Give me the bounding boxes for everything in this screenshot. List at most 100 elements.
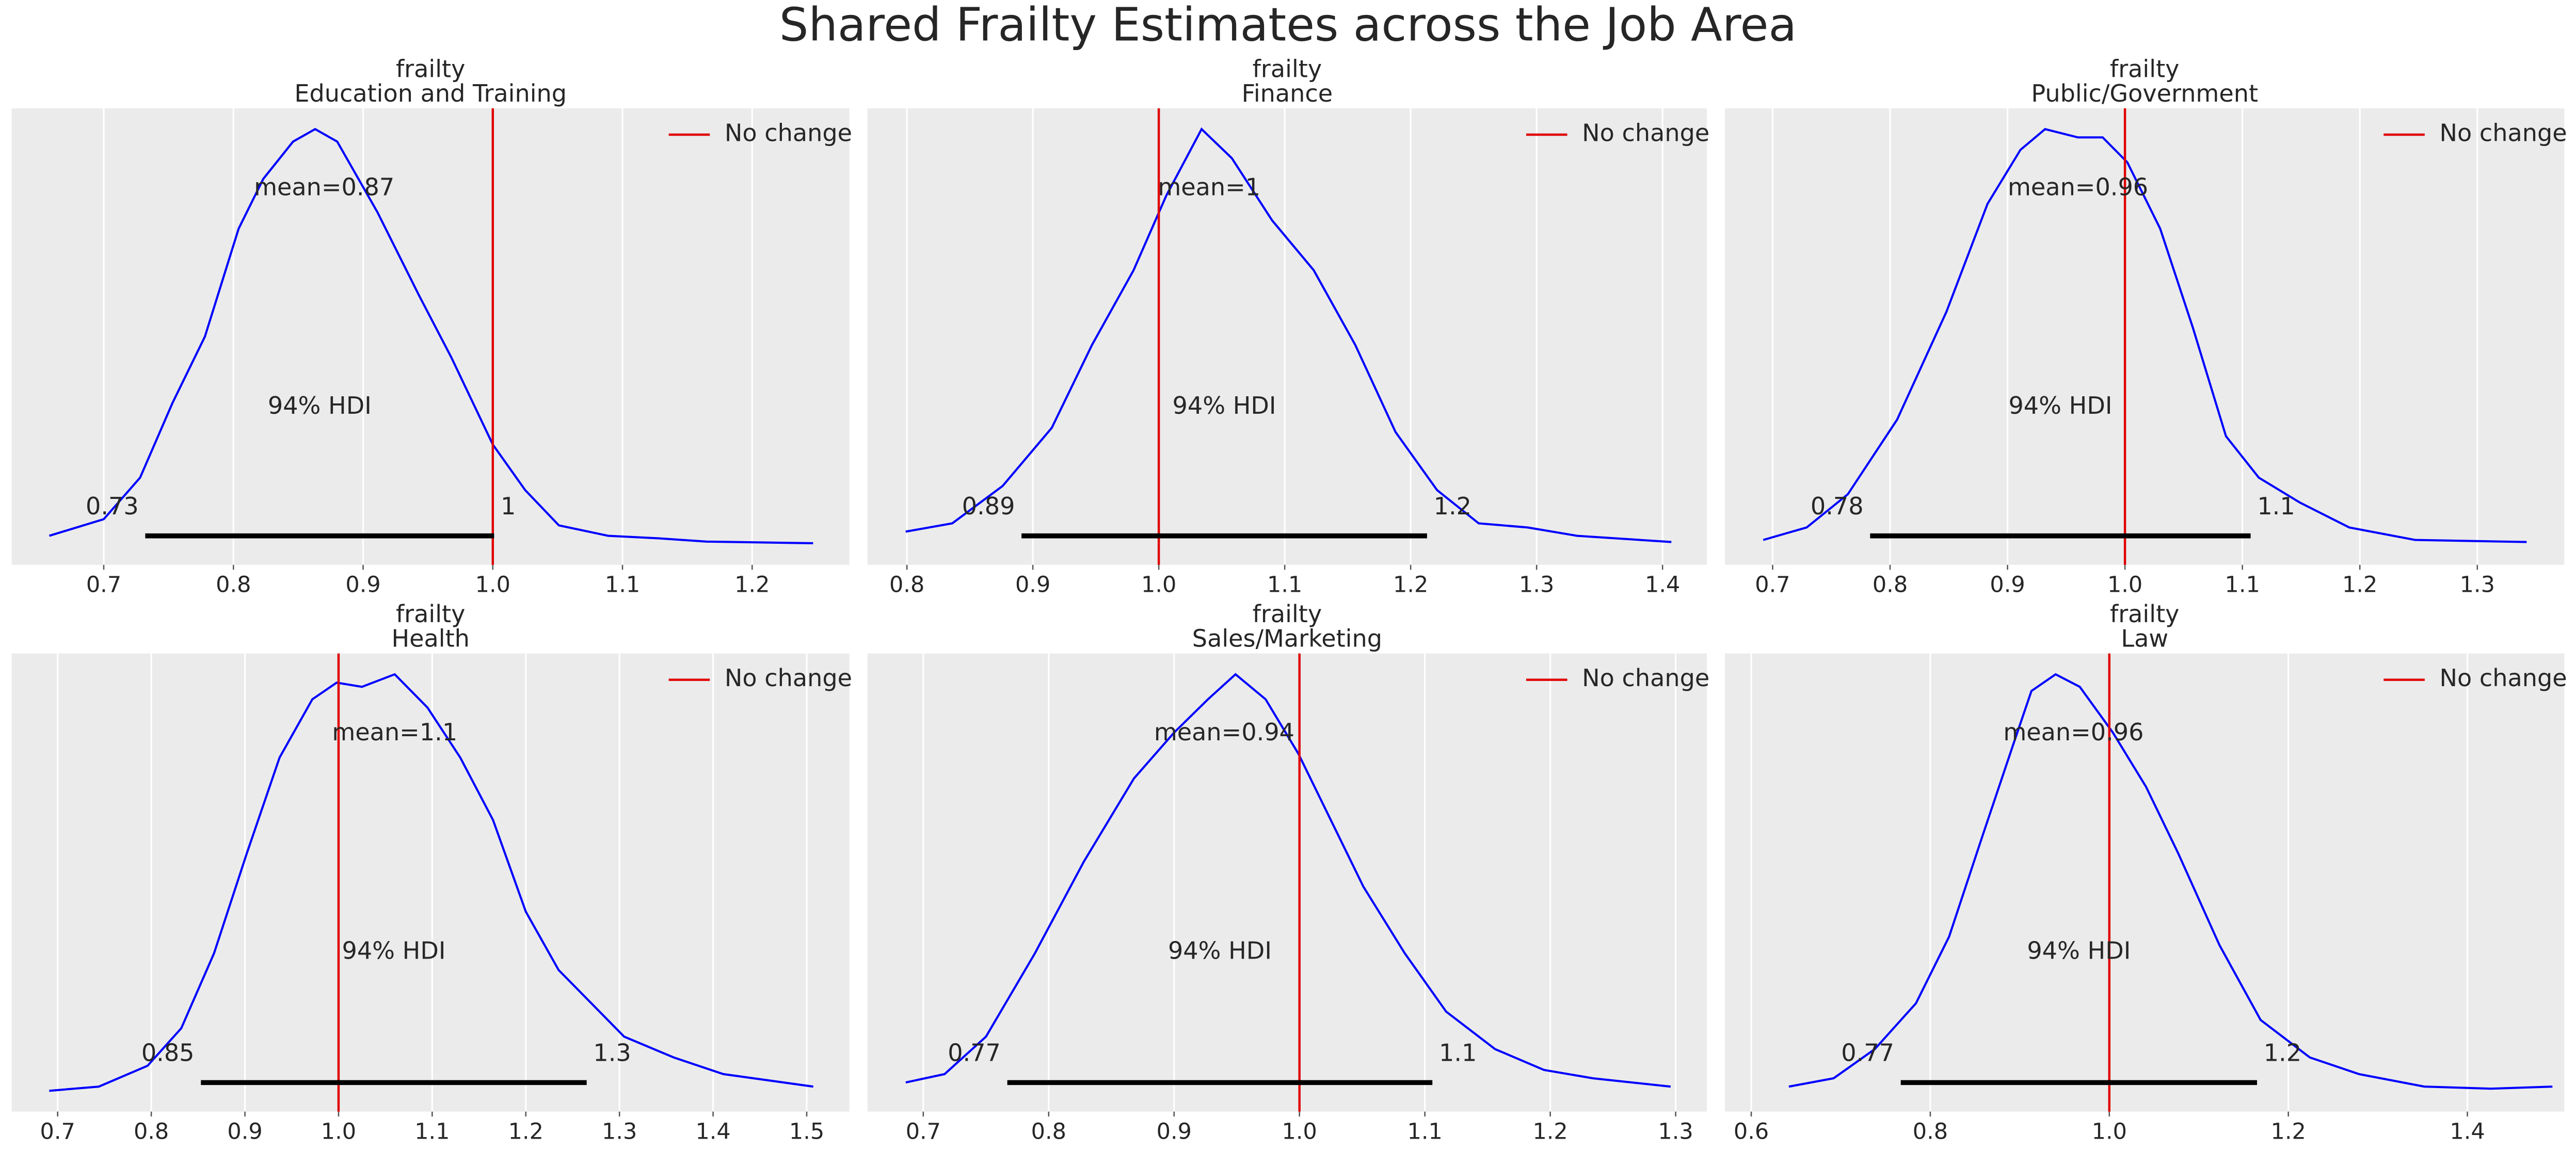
x-tick-label: 1.3 xyxy=(1519,572,1554,598)
x-tick-label: 0.8 xyxy=(216,572,251,598)
subplot-subtitle: Law xyxy=(2121,625,2168,653)
figure-title: Shared Frailty Estimates across the Job … xyxy=(779,0,1797,52)
x-tick-label: 1.2 xyxy=(2271,1118,2306,1144)
x-tick-label: 1.3 xyxy=(602,1118,637,1144)
x-tick-label: 1.2 xyxy=(508,1118,543,1144)
x-tick-label: 1.1 xyxy=(1407,1118,1443,1144)
x-tick-label: 0.9 xyxy=(227,1118,262,1144)
density-line xyxy=(905,127,1672,543)
subplot-subtitle: Education and Training xyxy=(294,79,567,107)
subplot: 0.7 0.8 0.9 1.0 1.1 1.2 1.3 1.4 1.5 frailtyHealth… xyxy=(11,600,852,1144)
legend-label: No change xyxy=(1582,664,1709,692)
mean-label: mean=1.1 xyxy=(332,718,457,746)
hdi-upper-label: 1 xyxy=(501,492,516,520)
subplot-subtitle: Sales/Marketing xyxy=(1192,625,1382,653)
plot-area xyxy=(1725,653,2565,1112)
density-line xyxy=(905,673,1671,1088)
x-tick-label: 1.2 xyxy=(734,572,770,598)
hdi-prob-label: 94% HDI xyxy=(1173,392,1276,419)
x-tick-label: 0.6 xyxy=(1734,1118,1769,1144)
subplot-subtitle: Health xyxy=(391,625,469,653)
x-tick-label: 0.8 xyxy=(1873,572,1908,598)
density-line xyxy=(49,127,813,545)
x-tick-label: 1.1 xyxy=(1267,572,1302,598)
x-tick-label: 0.9 xyxy=(1990,572,2025,598)
legend-label: No change xyxy=(2440,664,2567,692)
density-line xyxy=(1788,673,2553,1090)
x-tick-label: 1.2 xyxy=(2342,572,2377,598)
mean-label: mean=0.87 xyxy=(254,173,394,201)
x-tick-label: 0.8 xyxy=(1913,1118,1948,1144)
hdi-lower-label: 0.77 xyxy=(1841,1039,1894,1067)
x-tick-label: 1.3 xyxy=(1658,1118,1693,1144)
mean-label: mean=0.96 xyxy=(2008,173,2148,201)
density-line xyxy=(49,673,814,1092)
hdi-lower-label: 0.89 xyxy=(962,492,1015,520)
x-tick-label: 0.8 xyxy=(1031,1118,1066,1144)
hdi-upper-label: 1.2 xyxy=(1434,492,1471,520)
hdi-upper-label: 1.2 xyxy=(2264,1039,2301,1067)
mean-label: mean=1 xyxy=(1158,173,1260,201)
x-tick-label: 1.0 xyxy=(2092,1118,2127,1144)
hdi-lower-label: 0.85 xyxy=(141,1039,195,1067)
x-tick-label: 1.0 xyxy=(2107,572,2142,598)
x-tick-label: 0.8 xyxy=(134,1118,169,1144)
plot-area xyxy=(867,653,1707,1112)
hdi-prob-label: 94% HDI xyxy=(2027,936,2131,964)
x-tick-label: 1.4 xyxy=(2450,1118,2485,1144)
density-line xyxy=(1763,128,2527,543)
hdi-prob-label: 94% HDI xyxy=(2008,392,2112,419)
hdi-upper-label: 1.3 xyxy=(593,1039,631,1067)
hdi-prob-label: 94% HDI xyxy=(1168,936,1272,964)
x-tick-label: 1.0 xyxy=(1141,572,1176,598)
hdi-upper-label: 1.1 xyxy=(1439,1039,1477,1067)
x-tick-label: 1.0 xyxy=(321,1118,356,1144)
x-tick-label: 1.4 xyxy=(1645,572,1680,598)
x-tick-label: 0.9 xyxy=(1015,572,1050,598)
x-tick-label: 0.9 xyxy=(1157,1118,1192,1144)
x-tick-label: 0.7 xyxy=(906,1118,941,1144)
subplot-title: frailty xyxy=(2110,600,2179,628)
x-tick-label: 1.0 xyxy=(475,572,510,598)
subplot-title: frailty xyxy=(396,55,465,83)
plot-area xyxy=(867,108,1707,565)
hdi-lower-label: 0.73 xyxy=(86,492,139,520)
x-tick-label: 1.3 xyxy=(2460,572,2495,598)
x-tick-label: 0.7 xyxy=(86,572,121,598)
x-tick-label: 1.0 xyxy=(1282,1118,1317,1144)
hdi-prob-label: 94% HDI xyxy=(342,936,445,964)
subplot-subtitle: Finance xyxy=(1242,79,1333,107)
hdi-lower-label: 0.77 xyxy=(948,1039,1001,1067)
subplot-title: frailty xyxy=(2110,55,2179,83)
subplot: 0.7 0.8 0.9 1.0 1.1 1.2 1.3 frailtyPublic/Gover… xyxy=(1725,55,2567,598)
legend-label: No change xyxy=(1582,119,1709,147)
subplot-title: frailty xyxy=(396,600,465,628)
x-tick-label: 1.2 xyxy=(1532,1118,1567,1144)
subplot: 0.7 0.8 0.9 1.0 1.1 1.2 1.3 frailtySales/Market… xyxy=(867,600,1709,1144)
x-tick-label: 1.1 xyxy=(414,1118,450,1144)
x-tick-label: 1.5 xyxy=(789,1118,824,1144)
x-tick-label: 0.7 xyxy=(1755,572,1790,598)
plot-area xyxy=(1725,108,2565,565)
x-tick-label: 0.7 xyxy=(40,1118,75,1144)
hdi-lower-label: 0.78 xyxy=(1811,492,1864,520)
x-tick-label: 0.8 xyxy=(889,572,924,598)
hdi-upper-label: 1.1 xyxy=(2257,492,2295,520)
x-tick-label: 1.1 xyxy=(605,572,640,598)
x-tick-label: 1.4 xyxy=(695,1118,730,1144)
subplot-title: frailty xyxy=(1253,600,1322,628)
x-tick-label: 0.9 xyxy=(345,572,380,598)
subplot-subtitle: Public/Government xyxy=(2031,79,2258,107)
subplot-title: frailty xyxy=(1253,55,1322,83)
mean-label: mean=0.96 xyxy=(2003,718,2143,746)
hdi-prob-label: 94% HDI xyxy=(268,392,372,419)
mean-label: mean=0.94 xyxy=(1154,718,1294,746)
legend-label: No change xyxy=(725,664,852,692)
plot-area xyxy=(11,108,850,565)
x-tick-label: 1.1 xyxy=(2225,572,2260,598)
